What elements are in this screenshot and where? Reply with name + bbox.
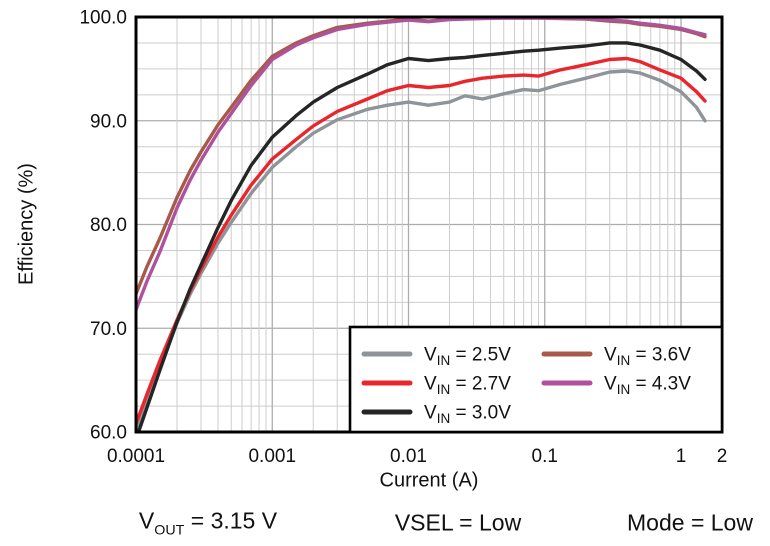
y-tick-label: 80.0 xyxy=(90,215,127,236)
series-line-vin-2.7v xyxy=(136,56,707,426)
x-tick-label: 1 xyxy=(676,446,687,467)
y-axis-tick-labels: 100.0 90.0 80.0 70.0 60.0 xyxy=(79,8,127,444)
legend-label: VIN = 3.0V xyxy=(424,403,511,427)
y-tick-label: 60.0 xyxy=(90,423,127,444)
x-axis-tick-labels: 0.0001 0.001 0.01 0.1 1 2 xyxy=(107,446,727,467)
series-line-vin-3.0v xyxy=(136,41,707,432)
legend-item-vin-3.6v: VIN = 3.6V xyxy=(541,345,691,369)
series-line-vin-2.5v xyxy=(136,69,707,432)
legend-label: VIN = 2.5V xyxy=(424,345,511,369)
legend-box xyxy=(348,325,724,434)
legend: VIN = 2.5V VIN = 2.7V VIN = 3.0V VIN = 3.6V… xyxy=(348,325,724,434)
legend-label: VIN = 4.3V xyxy=(604,374,691,398)
series-line-vin-4.3v xyxy=(136,17,707,312)
x-tick-label: 0.0001 xyxy=(107,446,165,467)
y-axis-title: Efficiency (%) xyxy=(15,163,38,285)
vsel-condition-annotation: VSEL = Low xyxy=(394,509,522,536)
y-tick-label: 90.0 xyxy=(90,111,127,132)
x-tick-label: 2 xyxy=(717,446,728,467)
legend-item-vin-4.3v: VIN = 4.3V xyxy=(541,374,691,398)
y-tick-label: 70.0 xyxy=(90,319,127,340)
legend-item-vin-3.0v: VIN = 3.0V xyxy=(361,403,511,427)
x-axis-title: Current (A) xyxy=(379,469,479,492)
series-curves xyxy=(136,17,707,432)
x-tick-label: 0.1 xyxy=(532,446,558,467)
x-tick-label: 0.001 xyxy=(248,446,296,467)
legend-label: VIN = 3.6V xyxy=(604,345,691,369)
x-tick-label: 0.01 xyxy=(390,446,427,467)
legend-item-vin-2.7v: VIN = 2.7V xyxy=(361,374,511,398)
y-tick-label: 100.0 xyxy=(79,8,127,29)
legend-label: VIN = 2.7V xyxy=(424,374,511,398)
legend-item-vin-2.5v: VIN = 2.5V xyxy=(361,345,511,369)
mode-condition-annotation: Mode = Low xyxy=(627,509,753,536)
vout-condition-annotation: VOUT = 3.15 V xyxy=(138,507,278,539)
